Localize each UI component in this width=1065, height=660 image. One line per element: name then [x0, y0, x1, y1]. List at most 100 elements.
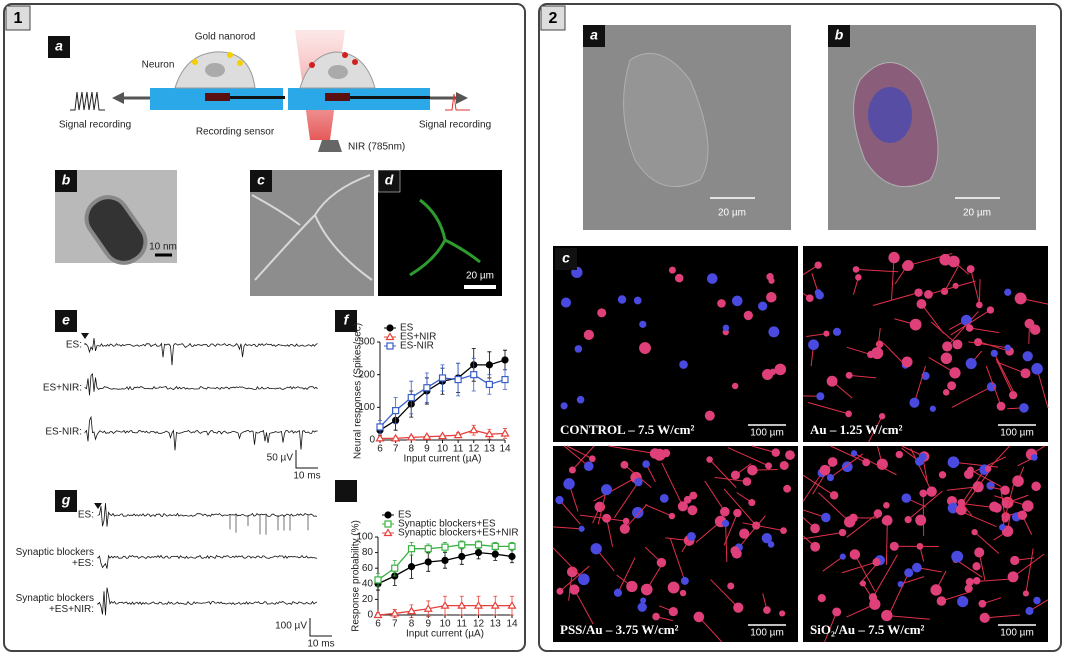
legend-label: ES-NIR — [400, 341, 434, 352]
cell — [669, 267, 676, 274]
cell — [942, 341, 952, 351]
point — [377, 424, 383, 430]
cell — [1015, 292, 1027, 304]
cell — [618, 295, 626, 303]
scale-text: 50 µV — [267, 453, 294, 464]
cell — [957, 499, 965, 507]
cell — [727, 582, 734, 589]
trace — [98, 556, 317, 569]
point — [409, 564, 415, 570]
panel-number: 1 — [14, 10, 23, 27]
cell — [579, 526, 585, 532]
cell — [972, 562, 980, 570]
cell — [823, 331, 829, 337]
cell — [830, 491, 838, 499]
cell — [669, 607, 678, 616]
cell — [563, 478, 574, 489]
cell — [743, 477, 752, 486]
cell — [614, 589, 622, 597]
cell — [780, 461, 789, 470]
cell — [952, 339, 962, 349]
cell — [860, 580, 866, 586]
cell — [947, 381, 956, 390]
x-tick-label: 6 — [375, 619, 381, 630]
cell — [717, 299, 726, 308]
cell — [917, 299, 927, 309]
cell — [1033, 597, 1041, 605]
cell — [772, 448, 780, 456]
cell — [642, 460, 650, 468]
cell — [569, 584, 579, 594]
point — [393, 408, 399, 414]
cell — [965, 585, 973, 593]
cell — [974, 547, 984, 557]
y-tick-label: 60 — [362, 563, 374, 574]
cell — [768, 541, 775, 548]
point — [509, 543, 515, 549]
cell — [748, 499, 755, 506]
cell — [620, 524, 630, 534]
scale-text: 100 µV — [275, 621, 307, 632]
y-tick-label: 80 — [362, 547, 374, 558]
cell — [808, 339, 819, 350]
cell — [668, 582, 680, 594]
cell — [902, 261, 911, 270]
cell — [902, 493, 912, 503]
panel-label: b — [835, 27, 844, 43]
x-axis-label: Input current (µA) — [406, 629, 484, 640]
annotation: Signal recording — [59, 120, 131, 131]
cell — [1003, 528, 1011, 536]
cell — [806, 294, 814, 302]
cell — [989, 502, 999, 512]
cell — [890, 542, 899, 551]
scale-bar — [310, 618, 332, 636]
scale-text: 20 µm — [466, 271, 494, 282]
legend-marker — [385, 512, 391, 518]
cell — [584, 461, 594, 471]
cell — [976, 302, 983, 309]
point — [492, 551, 498, 557]
cell — [815, 261, 822, 268]
y-tick-label: 20 — [362, 594, 374, 605]
x-tick-label: 6 — [377, 444, 383, 455]
cell — [675, 274, 684, 283]
cell — [556, 588, 563, 595]
cell — [680, 590, 686, 596]
cell — [707, 273, 718, 284]
cell — [589, 455, 596, 462]
cell — [909, 398, 919, 408]
cell — [775, 364, 787, 376]
schematic: a Gold nanorod Neuron Signal recording R… — [48, 30, 491, 153]
scale-text: 100 µm — [1000, 428, 1034, 439]
panel-number: 2 — [549, 10, 558, 27]
cell — [839, 529, 846, 536]
panel-label: a — [590, 27, 598, 43]
panel-label: h — [342, 501, 351, 517]
cell — [967, 265, 975, 273]
cell — [780, 527, 787, 534]
legend-marker — [387, 325, 393, 331]
cell — [966, 324, 973, 331]
cell — [896, 451, 903, 458]
cell — [638, 603, 647, 612]
cell — [987, 306, 994, 313]
cell — [915, 457, 924, 466]
point — [492, 543, 498, 549]
panel-label: g — [61, 492, 71, 508]
scale-text: 10 ms — [307, 639, 334, 650]
cell — [862, 459, 870, 467]
annotation: Neuron — [142, 60, 175, 71]
point — [471, 372, 477, 378]
stim-marker — [81, 333, 89, 339]
point — [425, 546, 431, 552]
cell — [1012, 475, 1024, 487]
trace-label: Synaptic blockers+ES+NIR: — [16, 593, 94, 615]
cell — [980, 613, 990, 623]
cell — [706, 456, 713, 463]
cell — [578, 574, 590, 586]
scale-text: 10 nm — [149, 242, 177, 253]
cell — [744, 311, 753, 320]
cell — [621, 461, 629, 469]
trace-label: Synaptic blockers+ES: — [16, 547, 94, 569]
point — [425, 559, 431, 565]
